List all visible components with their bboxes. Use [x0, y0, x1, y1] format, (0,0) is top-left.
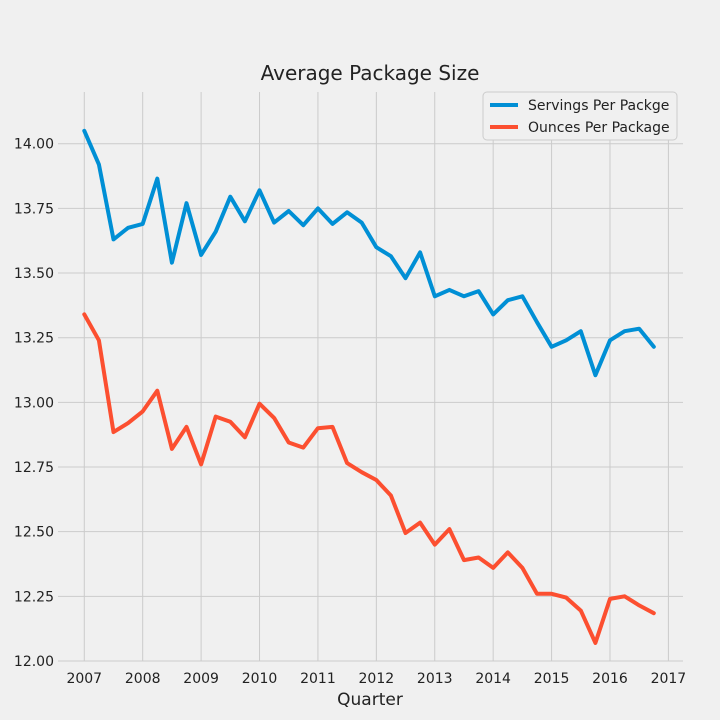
x-tick-label: 2013	[417, 671, 453, 687]
y-tick-label: 14.00	[14, 137, 54, 153]
y-tick-label: 12.75	[14, 460, 54, 476]
legend-label: Ounces Per Package	[528, 120, 670, 136]
x-tick-label: 2008	[125, 671, 161, 687]
x-tick-label: 2010	[242, 671, 278, 687]
series-line-0	[82, 128, 656, 378]
series-line-1	[82, 312, 656, 645]
chart-title: Average Package Size	[261, 61, 480, 85]
x-tick-label: 2011	[300, 671, 336, 687]
legend-box	[482, 91, 678, 141]
y-tick-label: 13.00	[14, 395, 54, 411]
x-tick-label: 2012	[359, 671, 395, 687]
y-tick-label: 13.75	[14, 201, 54, 217]
legend: Servings Per Packge Ounces Per Package	[482, 91, 678, 141]
series-lines	[82, 128, 656, 645]
y-tick-label: 13.25	[14, 331, 54, 347]
x-tick-label: 2015	[534, 671, 570, 687]
y-tick-label: 13.50	[14, 266, 54, 282]
tick-labels: 2007 2008 2009 2010 2011 2012 2013 2014 2015 2016…	[14, 137, 686, 687]
y-tick-label: 12.25	[14, 589, 54, 605]
y-tick-label: 12.00	[14, 654, 54, 670]
x-axis-label: Quarter	[337, 690, 403, 710]
x-tick-label: 2014	[475, 671, 511, 687]
grid	[58, 92, 683, 662]
x-tick-label: 2009	[183, 671, 219, 687]
y-tick-label: 12.50	[14, 525, 54, 541]
x-tick-label: 2017	[651, 671, 687, 687]
x-tick-label: 2007	[66, 671, 102, 687]
legend-label: Servings Per Packge	[528, 98, 669, 114]
x-tick-label: 2016	[592, 671, 628, 687]
